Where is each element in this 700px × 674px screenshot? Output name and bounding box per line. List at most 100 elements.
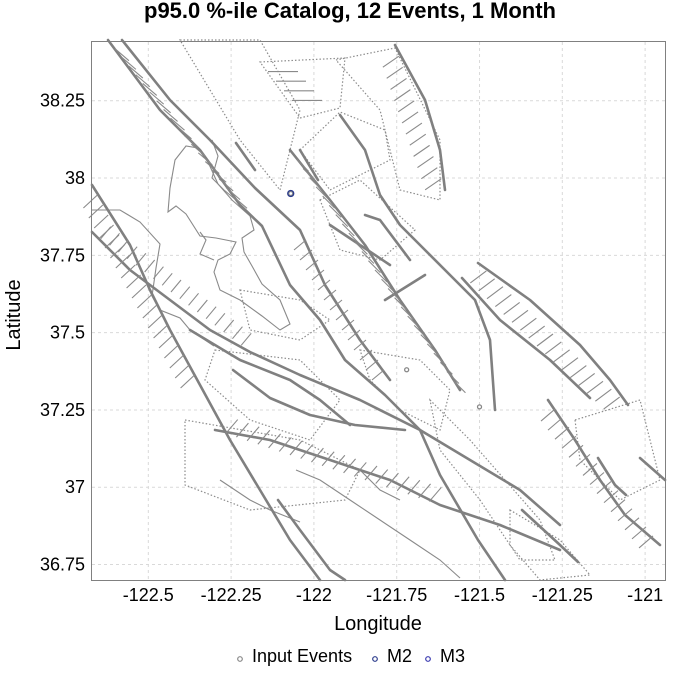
hatch-mark (603, 396, 620, 410)
hatch-mark (400, 306, 414, 320)
hatch-mark (341, 223, 355, 237)
y-tick-labels: 36.75 37 37.25 37.5 37.75 38 38.25 (40, 91, 85, 575)
hatch-mark (184, 135, 199, 148)
hatch-mark (575, 453, 591, 467)
hatch-mark (603, 490, 619, 504)
hatch-mark (232, 195, 248, 209)
hatch-mark (218, 178, 234, 192)
fault-trace-15 (520, 508, 580, 564)
zone-6 (204, 349, 341, 441)
hatch-mark (387, 288, 401, 301)
hatch-mark (225, 419, 239, 434)
hatch-mark (246, 426, 260, 442)
hatch-mark (153, 324, 168, 339)
legend-marker (372, 656, 378, 662)
hatch-mark (638, 535, 654, 549)
fault-trace-10 (476, 261, 630, 407)
hatch-mark (126, 274, 141, 289)
fault-trace-9 (393, 43, 447, 192)
hatch-mark (397, 100, 415, 113)
hatch-mark (128, 65, 144, 79)
hatch-mark (554, 426, 570, 440)
hatch-mark (495, 294, 512, 307)
fault-trace-20 (231, 368, 407, 432)
hatch-mark (179, 286, 191, 300)
legend-marker (425, 656, 431, 662)
hatch-mark (114, 48, 130, 62)
fault-trace-3 (90, 183, 322, 582)
hatch-mark (323, 289, 337, 301)
hatch-mark (174, 364, 190, 379)
event-point (288, 190, 294, 197)
zone-4 (299, 111, 391, 191)
legend-marker (237, 656, 243, 662)
hatch-mark (433, 352, 447, 366)
hatch-mark (446, 371, 460, 384)
hatch-mark (353, 462, 367, 477)
hatch-mark (153, 266, 164, 280)
hatch-mark (197, 152, 213, 166)
hatch-mark (371, 369, 385, 381)
hatch-mark (596, 481, 612, 494)
hatch-mark (610, 499, 626, 513)
x-tick-label: -121.25 (532, 585, 593, 605)
hatch-mark (296, 158, 309, 172)
hatch-mark (188, 292, 199, 306)
hatch-mark (354, 241, 368, 255)
hatch-mark (147, 314, 163, 329)
hatch-mark (268, 433, 281, 449)
hatch-mark (214, 312, 226, 326)
hatch-mark (191, 143, 206, 157)
hatch-mark (424, 178, 442, 191)
hatch-mark (547, 417, 563, 431)
hatch-mark (329, 299, 343, 311)
hatch-mark (348, 232, 362, 246)
hatch-mark (520, 317, 537, 331)
hatch-mark (595, 388, 612, 402)
hatch-mark (161, 272, 173, 286)
hatch-mark (83, 194, 98, 209)
hatch-mark (126, 246, 138, 260)
hatch-mark (417, 156, 434, 168)
hatch-mark (365, 359, 379, 371)
event-point (476, 404, 483, 410)
hatch-mark (570, 365, 587, 378)
hatch-mark (386, 472, 399, 488)
chart-title: p95.0 %-ile Catalog, 12 Events, 1 Month (144, 0, 556, 23)
hatch-mark (170, 117, 185, 131)
hatch-mark (470, 270, 487, 284)
hatch-mark (503, 302, 520, 315)
hatch-mark (170, 279, 182, 293)
fault-trace-18 (276, 498, 347, 582)
fault-trace-16 (383, 273, 427, 302)
hatch-mark (322, 195, 336, 209)
hatch-mark (386, 66, 404, 79)
hatch-mark (361, 251, 375, 264)
y-tick-label: 38 (65, 168, 85, 188)
hatch-mark (93, 214, 109, 229)
hatch-mark (540, 408, 556, 422)
hatch-mark (257, 429, 271, 445)
hatch-mark (278, 437, 292, 452)
event-point (287, 189, 295, 198)
hatch-mark (196, 299, 208, 313)
hatch-mark (364, 465, 378, 481)
hatch-mark (232, 326, 243, 340)
hatch-mark (586, 380, 604, 394)
hatch-mark (624, 517, 640, 531)
hatch-mark (561, 435, 577, 449)
hatch-mark (578, 373, 595, 386)
hatch-mark (149, 91, 165, 105)
x-tick-label: -121.75 (366, 585, 427, 605)
hatch-mark (347, 329, 361, 341)
hatch-mark (332, 454, 346, 470)
hatch-mark (302, 168, 316, 181)
hatch-mark (100, 226, 112, 240)
event-point (404, 367, 410, 373)
hatch-mark (137, 294, 152, 309)
hatch-mark (315, 186, 329, 200)
hatch-mark (409, 133, 427, 146)
hatch-mark (568, 444, 584, 458)
hatch-mark (553, 349, 570, 363)
hatch-mark (328, 204, 342, 218)
